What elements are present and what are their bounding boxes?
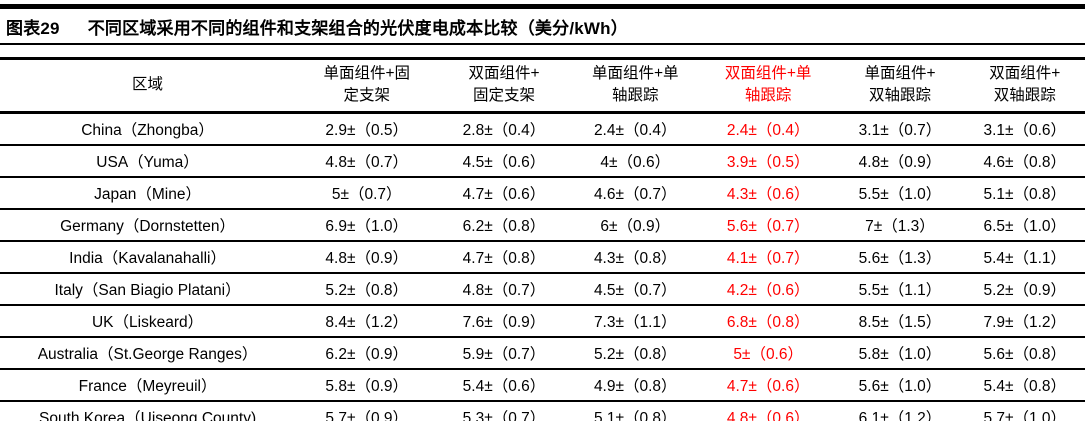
lcoe-value-cell: 2.8±（0.4） bbox=[438, 112, 570, 146]
region-name: South Korea（Uiseong County) bbox=[0, 400, 296, 421]
table-row: Italy（San Biagio Platani） 5.2±（0.8） 4.8±（0… bbox=[0, 272, 1085, 306]
lcoe-value-cell: 6.2±（0.8） bbox=[438, 208, 570, 242]
lcoe-value-cell: 4.8±（0.9） bbox=[295, 240, 439, 274]
lcoe-value-cell: 3.9±（0.5） bbox=[700, 144, 836, 178]
lcoe-value-cell: 2.9±（0.5） bbox=[295, 112, 439, 146]
lcoe-value-cell: 4.5±（0.7） bbox=[569, 272, 701, 306]
lcoe-value-cell: 4.7±（0.8） bbox=[438, 240, 570, 274]
lcoe-value-cell: 4.2±（0.6） bbox=[700, 272, 836, 306]
region-name: Australia（St.George Ranges） bbox=[0, 336, 296, 370]
table-row: USA（Yuma） 4.8±（0.7） 4.5±（0.6） 4±（0.6） 3.9±（0… bbox=[0, 144, 1085, 178]
lcoe-value-cell: 5±（0.7） bbox=[295, 176, 439, 210]
lcoe-value-cell: 4.8±（0.6） bbox=[700, 400, 836, 421]
lcoe-value-cell: 6.9±（1.0） bbox=[295, 208, 439, 242]
lcoe-value-cell: 2.4±（0.4） bbox=[700, 112, 836, 146]
lcoe-value-cell: 4.3±（0.6） bbox=[700, 176, 836, 210]
lcoe-value-cell: 4.8±（0.7） bbox=[438, 272, 570, 306]
table-row: Australia（St.George Ranges） 6.2±（0.9） 5.9±… bbox=[0, 336, 1085, 370]
lcoe-value-cell: 5.8±（1.0） bbox=[835, 336, 965, 370]
lcoe-value-cell: 5.2±（0.8） bbox=[295, 272, 439, 306]
region-name: China（Zhongba） bbox=[0, 112, 296, 146]
header-col-mono-fixed: 单面组件+固 定支架 bbox=[295, 57, 439, 114]
header-col-bifacial-single-axis: 双面组件+单 轴跟踪 bbox=[700, 57, 836, 114]
lcoe-value-cell: 6.1±（1.2） bbox=[835, 400, 965, 421]
header-row: 区域 单面组件+固 定支架 双面组件+ 固定支架 单面组件+单 轴跟踪 双面组件… bbox=[0, 57, 1085, 114]
lcoe-value-cell: 6.8±（0.8） bbox=[700, 304, 836, 338]
lcoe-value-cell: 5.4±（0.8） bbox=[964, 368, 1085, 402]
lcoe-value-cell: 5.6±（1.0） bbox=[835, 368, 965, 402]
table-row: France（Meyreuil） 5.8±（0.9） 5.4±（0.6） 4.9±（0… bbox=[0, 368, 1085, 402]
figure-title: 图表29 不同区域采用不同的组件和支架组合的光伏度电成本比较（美分/kWh） bbox=[0, 9, 1085, 45]
lcoe-value-cell: 4±（0.6） bbox=[569, 144, 701, 178]
lcoe-value-cell: 4.9±（0.8） bbox=[569, 368, 701, 402]
lcoe-value-cell: 7.6±（0.9） bbox=[438, 304, 570, 338]
lcoe-value-cell: 4.1±（0.7） bbox=[700, 240, 836, 274]
lcoe-value-cell: 4.3±（0.8） bbox=[569, 240, 701, 274]
table-body: China（Zhongba） 2.9±（0.5） 2.8±（0.4） 2.4±（0.4… bbox=[0, 112, 1085, 421]
header-col-mono-dual-axis: 单面组件+ 双轴跟踪 bbox=[835, 57, 965, 114]
lcoe-value-cell: 6±（0.9） bbox=[569, 208, 701, 242]
lcoe-value-cell: 5.5±（1.1） bbox=[835, 272, 965, 306]
table-area: 区域 单面组件+固 定支架 双面组件+ 固定支架 单面组件+单 轴跟踪 双面组件… bbox=[0, 57, 1085, 421]
header-region: 区域 bbox=[0, 57, 296, 114]
lcoe-value-cell: 5.7±（0.9） bbox=[295, 400, 439, 421]
table-row: Japan（Mine） 5±（0.7） 4.7±（0.6） 4.6±（0.7） 4.3±… bbox=[0, 176, 1085, 210]
region-name: Germany（Dornstetten） bbox=[0, 208, 296, 242]
lcoe-value-cell: 8.4±（1.2） bbox=[295, 304, 439, 338]
lcoe-value-cell: 5.2±（0.9） bbox=[964, 272, 1085, 306]
region-name: USA（Yuma） bbox=[0, 144, 296, 178]
lcoe-value-cell: 5.2±（0.8） bbox=[569, 336, 701, 370]
lcoe-value-cell: 6.5±（1.0） bbox=[964, 208, 1085, 242]
lcoe-value-cell: 5.1±（0.8） bbox=[964, 176, 1085, 210]
table-row: India（Kavalanahalli） 4.8±（0.9） 4.7±（0.8） 4.… bbox=[0, 240, 1085, 274]
header-col-mono-single-axis: 单面组件+单 轴跟踪 bbox=[569, 57, 701, 114]
lcoe-value-cell: 4.7±（0.6） bbox=[700, 368, 836, 402]
lcoe-value-cell: 5.4±（0.6） bbox=[438, 368, 570, 402]
lcoe-value-cell: 5.7±（1.0） bbox=[964, 400, 1085, 421]
lcoe-value-cell: 3.1±（0.7） bbox=[835, 112, 965, 146]
table-row: Germany（Dornstetten） 6.9±（1.0） 6.2±（0.8） 6±… bbox=[0, 208, 1085, 242]
lcoe-value-cell: 6.2±（0.9） bbox=[295, 336, 439, 370]
lcoe-value-cell: 4.5±（0.6） bbox=[438, 144, 570, 178]
header-col-bifacial-dual-axis: 双面组件+ 双轴跟踪 bbox=[964, 57, 1085, 114]
lcoe-value-cell: 3.1±（0.6） bbox=[964, 112, 1085, 146]
lcoe-value-cell: 5.6±（0.8） bbox=[964, 336, 1085, 370]
top-rule bbox=[0, 4, 1085, 9]
table-row: South Korea（Uiseong County) 5.7±（0.9） 5.3±… bbox=[0, 400, 1085, 421]
region-name: France（Meyreuil） bbox=[0, 368, 296, 402]
lcoe-value-cell: 5.8±（0.9） bbox=[295, 368, 439, 402]
lcoe-value-cell: 4.6±（0.8） bbox=[964, 144, 1085, 178]
lcoe-value-cell: 4.7±（0.6） bbox=[438, 176, 570, 210]
lcoe-value-cell: 4.6±（0.7） bbox=[569, 176, 701, 210]
region-name: Italy（San Biagio Platani） bbox=[0, 272, 296, 306]
table-row: China（Zhongba） 2.9±（0.5） 2.8±（0.4） 2.4±（0.4… bbox=[0, 112, 1085, 146]
table-row: UK（Liskeard） 8.4±（1.2） 7.6±（0.9） 7.3±（1.1） 6… bbox=[0, 304, 1085, 338]
region-name: India（Kavalanahalli） bbox=[0, 240, 296, 274]
lcoe-value-cell: 7.9±（1.2） bbox=[964, 304, 1085, 338]
lcoe-value-cell: 5.9±（0.7） bbox=[438, 336, 570, 370]
lcoe-value-cell: 5.1±（0.8） bbox=[569, 400, 701, 421]
lcoe-value-cell: 5.6±（0.7） bbox=[700, 208, 836, 242]
lcoe-value-cell: 7±（1.3） bbox=[835, 208, 965, 242]
lcoe-value-cell: 4.8±（0.7） bbox=[295, 144, 439, 178]
lcoe-value-cell: 5.6±（1.3） bbox=[835, 240, 965, 274]
header-col-bifacial-fixed: 双面组件+ 固定支架 bbox=[438, 57, 570, 114]
lcoe-value-cell: 5.4±（1.1） bbox=[964, 240, 1085, 274]
lcoe-comparison-table: 区域 单面组件+固 定支架 双面组件+ 固定支架 单面组件+单 轴跟踪 双面组件… bbox=[0, 57, 1085, 421]
lcoe-value-cell: 4.8±（0.9） bbox=[835, 144, 965, 178]
figure-title-text: 不同区域采用不同的组件和支架组合的光伏度电成本比较（美分/kWh） bbox=[87, 19, 628, 38]
lcoe-value-cell: 5.5±（1.0） bbox=[835, 176, 965, 210]
figure-number: 图表29 bbox=[6, 19, 60, 38]
lcoe-value-cell: 7.3±（1.1） bbox=[569, 304, 701, 338]
lcoe-value-cell: 2.4±（0.4） bbox=[569, 112, 701, 146]
lcoe-value-cell: 8.5±（1.5） bbox=[835, 304, 965, 338]
lcoe-value-cell: 5±（0.6） bbox=[700, 336, 836, 370]
region-name: Japan（Mine） bbox=[0, 176, 296, 210]
lcoe-value-cell: 5.3±（0.7） bbox=[438, 400, 570, 421]
region-name: UK（Liskeard） bbox=[0, 304, 296, 338]
